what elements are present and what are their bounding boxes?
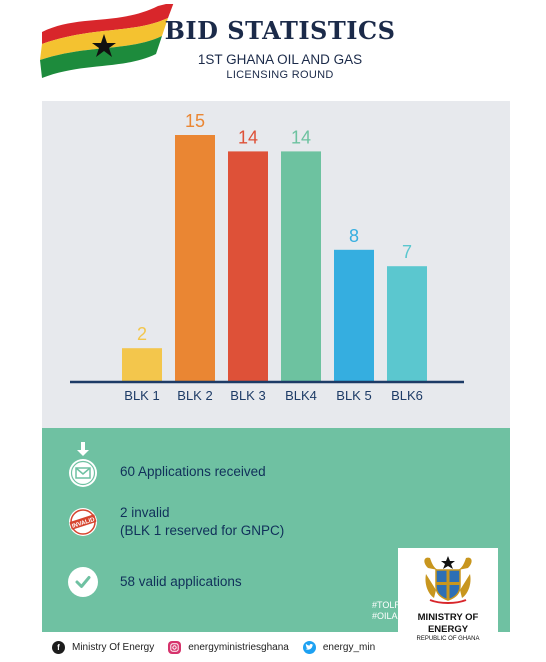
bar-blk6 (387, 266, 427, 381)
invalid-stamp-icon: INVALID (69, 508, 97, 536)
facebook-link[interactable]: f Ministry Of Energy (52, 640, 155, 654)
x-tick-label: BLK6 (391, 388, 423, 403)
bar-blk3 (228, 151, 268, 381)
data-label: 14 (238, 127, 258, 147)
data-label: 2 (137, 324, 147, 344)
twitter-icon (302, 640, 316, 654)
ghana-flag-icon (40, 4, 174, 78)
info-text-invalid-note: (BLK 1 reserved for GNPC) (120, 523, 285, 538)
ministry-subtitle: REPUBLIC OF GHANA (416, 636, 480, 642)
info-text-invalid: 2 invalid (120, 505, 170, 520)
page-subtitle: 1ST GHANA OIL AND GAS (197, 52, 363, 67)
ministry-name-line1: MINISTRY OF (417, 612, 479, 623)
facebook-handle: Ministry Of Energy (72, 641, 155, 653)
data-label: 14 (291, 127, 311, 147)
info-text-received: 60 Applications received (120, 464, 266, 479)
x-tick-label: BLK 3 (230, 388, 265, 403)
twitter-handle: energy_min (322, 641, 376, 653)
page-title: BID STATISTICS (164, 16, 396, 45)
data-label: 7 (402, 242, 412, 262)
page-subtitle-secondary: LICENSING ROUND (226, 69, 334, 81)
bar-blk4 (281, 151, 321, 381)
info-panel: 60 Applications received INVALID 2 inval… (42, 428, 510, 632)
twitter-link[interactable]: energy_min (302, 640, 376, 654)
info-text-valid: 58 valid applications (120, 574, 242, 589)
x-tick-label: BLK 5 (336, 388, 371, 403)
facebook-icon: f (52, 640, 65, 654)
info-row-received: 60 Applications received (68, 442, 266, 488)
instagram-link[interactable]: energyministriesghana (168, 640, 289, 654)
data-label: 8 (349, 226, 359, 246)
checkmark-icon (68, 567, 98, 597)
ministry-name-line2: ENERGY (427, 624, 469, 635)
ministry-logo-box: MINISTRY OF ENERGY REPUBLIC OF GHANA (398, 548, 498, 642)
coat-of-arms-icon (424, 556, 472, 604)
instagram-icon (168, 640, 182, 654)
hashtag-tolr: #TOLR (372, 600, 401, 610)
bar-blk2 (175, 135, 215, 381)
instagram-handle: energyministriesghana (188, 641, 289, 653)
chart-panel: 2 BLK 1 15 BLK 2 14 BLK 3 14 BLK4 8 BLK 5 7 BLK6 (42, 101, 510, 428)
envelope-download-icon (69, 442, 97, 487)
x-tick-label: BLK 2 (177, 388, 212, 403)
info-row-valid: 58 valid applications (68, 567, 242, 597)
x-tick-label: BLK 1 (124, 388, 159, 403)
data-label: 15 (185, 111, 205, 131)
bar-chart: 2 BLK 1 15 BLK 2 14 BLK 3 14 BLK4 8 BLK 5 7 BLK6 (70, 111, 464, 403)
bar-blk1 (122, 348, 162, 381)
x-tick-label: BLK4 (285, 388, 317, 403)
social-footer: f Ministry Of Energy energyministriesgha… (52, 638, 389, 656)
info-row-invalid: INVALID 2 invalid (BLK 1 reserved for GN… (68, 502, 284, 542)
bar-blk5 (334, 249, 374, 381)
